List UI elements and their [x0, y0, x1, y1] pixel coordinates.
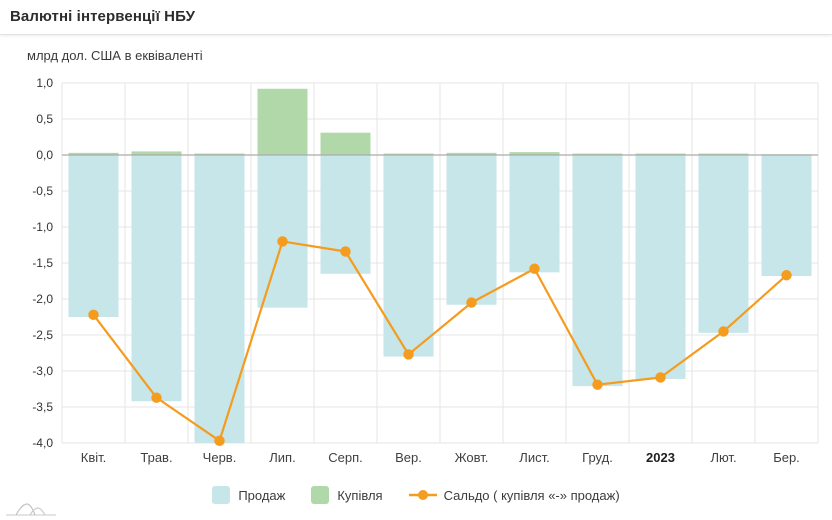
bar-buy[interactable] — [68, 152, 119, 155]
saldo-point[interactable] — [277, 236, 288, 247]
saldo-line-marker-icon — [408, 490, 437, 500]
y-tick-label: 0,0 — [36, 148, 53, 162]
legend-item-sale[interactable]: Продаж — [212, 486, 285, 504]
y-tick-label: -3,5 — [32, 400, 53, 414]
x-axis-label: Трав. — [140, 450, 172, 465]
bar-buy[interactable] — [257, 88, 308, 155]
legend-label-sale: Продаж — [238, 487, 286, 503]
saldo-point[interactable] — [718, 326, 729, 337]
x-axis-label: Груд. — [582, 450, 613, 465]
y-tick-label: -4,0 — [32, 436, 53, 450]
x-axis-label: Жовт. — [455, 450, 489, 465]
bar-sale[interactable] — [257, 155, 308, 308]
x-axis-label: 2023 — [646, 450, 675, 465]
x-axis-label: Черв. — [203, 450, 237, 465]
y-tick-label: -1,5 — [32, 256, 53, 270]
bar-buy[interactable] — [698, 153, 749, 155]
sale-swatch-icon — [212, 486, 231, 504]
bar-buy[interactable] — [509, 152, 560, 155]
saldo-point[interactable] — [88, 309, 99, 321]
buy-swatch-icon — [311, 486, 330, 504]
x-axis-label: Квіт. — [81, 450, 107, 465]
saldo-point[interactable] — [781, 270, 792, 281]
bar-sale[interactable] — [131, 155, 182, 402]
y-tick-label: 1,0 — [36, 76, 53, 90]
x-axis-label: Серп. — [328, 450, 363, 465]
y-tick-label: -1,0 — [32, 220, 53, 234]
saldo-point[interactable] — [655, 372, 666, 383]
bar-sale[interactable] — [194, 155, 245, 443]
legend-item-saldo[interactable]: Сальдо ( купівля «-» продаж) — [408, 487, 620, 503]
saldo-point[interactable] — [214, 435, 225, 447]
bar-sale[interactable] — [572, 155, 623, 387]
x-axis-label: Бер. — [773, 450, 800, 465]
sparkline-watermark-icon — [6, 503, 56, 516]
bar-buy[interactable] — [635, 153, 686, 155]
legend-item-buy[interactable]: Купівля — [311, 486, 383, 504]
bar-sale[interactable] — [635, 155, 686, 379]
bar-sale[interactable] — [761, 155, 812, 276]
intervention-chart[interactable]: 1,0 0,5 0,0 -0,5 -1,0 -1,5 -2,0 -2,5 -3,0 -3,5 -4,… — [0, 70, 832, 480]
x-axis-label: Лип. — [269, 450, 295, 465]
y-tick-label: 0,5 — [36, 112, 53, 126]
y-axis-unit-label: млрд дол. США в еквіваленті — [27, 48, 203, 63]
bar-buy[interactable] — [383, 153, 434, 155]
saldo-point[interactable] — [403, 349, 414, 360]
bar-sale[interactable] — [68, 155, 119, 317]
chart-legend: Продаж Купівля Сальдо ( купівля «-» прод… — [0, 482, 832, 508]
bar-sale[interactable] — [698, 155, 749, 333]
saldo-line[interactable] — [92, 240, 788, 442]
bar-sale[interactable] — [383, 155, 434, 357]
saldo-point[interactable] — [592, 379, 603, 390]
y-tick-label: -3,0 — [32, 364, 53, 378]
saldo-point[interactable] — [529, 263, 540, 274]
legend-label-saldo: Сальдо ( купівля «-» продаж) — [443, 487, 620, 503]
x-axis-label: Лист. — [519, 450, 549, 465]
bar-sale[interactable] — [509, 155, 560, 273]
y-tick-label: -2,0 — [32, 292, 53, 306]
saldo-point[interactable] — [151, 392, 162, 403]
page-title: Валютні інтервенції НБУ — [10, 8, 196, 25]
y-tick-label: -0,5 — [32, 184, 53, 198]
bar-sale[interactable] — [446, 155, 497, 305]
bar-buy[interactable] — [131, 151, 182, 155]
bar-buy[interactable] — [320, 132, 371, 155]
title-bar: Валютні інтервенції НБУ — [0, 0, 832, 35]
legend-label-buy: Купівля — [337, 487, 383, 503]
bar-buy[interactable] — [446, 152, 497, 155]
x-axis-label: Лют. — [710, 450, 736, 465]
bar-buy[interactable] — [572, 153, 623, 155]
bar-buy[interactable] — [194, 153, 245, 155]
y-tick-label: -2,5 — [32, 328, 53, 342]
saldo-point[interactable] — [340, 246, 351, 257]
x-axis-label: Вер. — [395, 450, 422, 465]
saldo-point[interactable] — [466, 297, 477, 308]
